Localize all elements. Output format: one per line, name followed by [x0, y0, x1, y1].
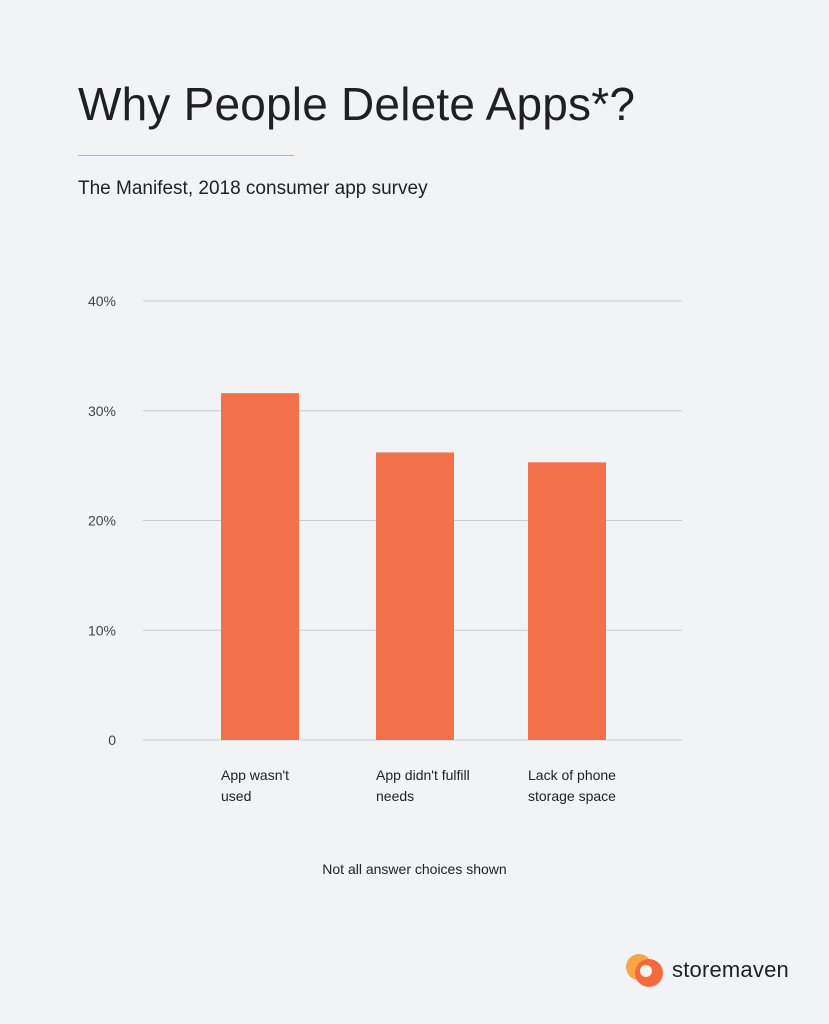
storemaven-logo-icon [626, 954, 663, 987]
x-tick-label: App wasn't used [221, 767, 289, 804]
bar [528, 462, 606, 740]
chart-subtitle: The Manifest, 2018 consumer app survey [78, 178, 428, 199]
title-divider [78, 155, 294, 156]
chart-title: Why People Delete Apps*? [78, 78, 636, 130]
brand-name: storemaven [672, 957, 789, 982]
x-tick-label: Lack of phone storage space [528, 767, 616, 804]
x-tick-label: App didn't fulfill needs [376, 767, 470, 804]
footnote: Not all answer choices shown [322, 861, 507, 877]
y-tick-label: 30% [88, 403, 116, 419]
brand-logo: storemaven [624, 950, 789, 990]
y-tick-label: 20% [88, 513, 116, 529]
y-tick-label: 40% [88, 293, 116, 309]
bar-layer [221, 393, 606, 740]
label-layer: 0 10% 20% 30% 40% App wasn't used App didn't fu… [88, 293, 616, 804]
y-tick-label: 10% [88, 622, 116, 638]
y-tick-label: 0 [108, 732, 116, 748]
bar [376, 452, 454, 740]
bar [221, 393, 299, 740]
